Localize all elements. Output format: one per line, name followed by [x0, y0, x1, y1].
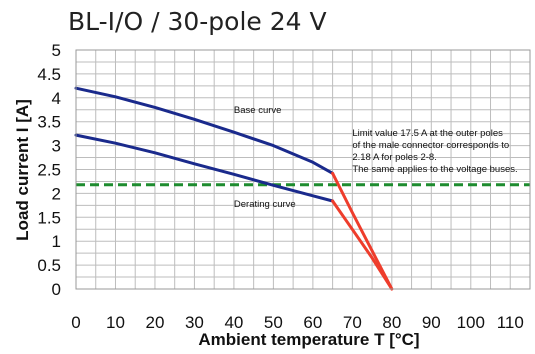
plot-frame [75, 49, 531, 290]
y-tick-label: 2 [52, 184, 61, 203]
annotation-text: The same applies to the voltage buses. [352, 164, 517, 175]
grid [76, 50, 530, 289]
x-tick-label: 70 [343, 313, 362, 332]
series-line-0 [74, 86, 335, 175]
annotation-text: Limit value 17.5 A at the outer poles [352, 128, 503, 139]
annotation-text: 2.18 A for poles 2-8. [352, 152, 437, 163]
series-line-2 [74, 133, 335, 203]
series-line-3 [331, 199, 394, 291]
y-tick-label: 2.5 [37, 161, 61, 180]
annotation-text: Derating curve [234, 199, 296, 210]
y-axis-label: Load current I [A] [13, 99, 32, 241]
y-tick-label: 0.5 [37, 256, 61, 275]
y-tick-label: 3 [52, 137, 61, 156]
chart-title: BL-I/O / 30-pole 24 V [68, 7, 327, 36]
annotations: Base curve Derating curve Limit value 17.5… [234, 105, 518, 210]
y-tick-label: 1.5 [37, 208, 61, 227]
x-tick-label: 80 [382, 313, 401, 332]
y-tick-label: 3.5 [37, 113, 61, 132]
y-tick-label: 4 [52, 89, 61, 108]
y-tick-label: 5 [52, 41, 61, 60]
x-tick-label: 0 [71, 313, 80, 332]
x-tick-label: 60 [303, 313, 322, 332]
x-tick-label: 100 [457, 313, 485, 332]
y-tick-label: 0 [52, 280, 61, 299]
x-tick-label: 50 [264, 313, 283, 332]
y-tick-label: 4.5 [37, 65, 61, 84]
tick-labels: 0 10 20 30 40 50 60 70 80 90 100 110 0 0.5 1 1.5 2 2.5 3 3.… [37, 41, 523, 332]
x-tick-label: 90 [422, 313, 441, 332]
series-line-1 [331, 171, 394, 291]
x-tick-label: 30 [185, 313, 204, 332]
series-lines [74, 86, 394, 291]
annotation-text: Base curve [234, 105, 282, 116]
x-tick-label: 40 [224, 313, 243, 332]
x-tick-label: 10 [106, 313, 125, 332]
x-tick-label: 20 [145, 313, 164, 332]
x-tick-label: 110 [497, 313, 524, 332]
x-axis-label: Ambient temperature T [°C] [198, 330, 419, 349]
annotation-text: of the male connector corresponds to [352, 140, 509, 151]
y-tick-label: 1 [52, 232, 61, 251]
